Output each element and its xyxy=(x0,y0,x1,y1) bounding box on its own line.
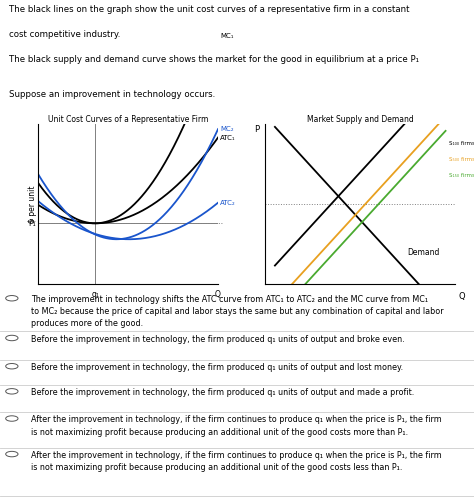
Circle shape xyxy=(6,335,18,341)
Text: Before the improvement in technology, the firm produced q₁ units of output and b: Before the improvement in technology, th… xyxy=(31,335,404,344)
Text: ATC₁: ATC₁ xyxy=(220,134,236,140)
Text: S₅₀₀ firms: S₅₀₀ firms xyxy=(449,157,474,162)
Text: S₁₅₀ firms: S₁₅₀ firms xyxy=(449,173,474,178)
Text: MC₁: MC₁ xyxy=(220,33,234,39)
Y-axis label: $ per unit: $ per unit xyxy=(27,185,36,223)
Text: Suppose an improvement in technology occurs.: Suppose an improvement in technology occ… xyxy=(9,90,216,99)
Text: P: P xyxy=(254,124,259,133)
Text: Before the improvement in technology, the firm produced q₁ units of output and m: Before the improvement in technology, th… xyxy=(31,388,414,397)
Text: The black lines on the graph show the unit cost curves of a representative firm : The black lines on the graph show the un… xyxy=(9,5,410,14)
Circle shape xyxy=(6,364,18,369)
Text: Q: Q xyxy=(459,292,465,301)
Text: After the improvement in technology, if the firm continues to produce q₁ when th: After the improvement in technology, if … xyxy=(31,415,442,437)
Text: ATC₂: ATC₂ xyxy=(220,200,236,206)
Text: The improvement in technology shifts the ATC curve from ATC₁ to ATC₂ and the MC : The improvement in technology shifts the… xyxy=(31,295,444,328)
Circle shape xyxy=(6,295,18,301)
Text: The black supply and demand curve shows the market for the good in equilibrium a: The black supply and demand curve shows … xyxy=(9,55,419,64)
Title: Market Supply and Demand: Market Supply and Demand xyxy=(307,115,414,124)
Text: Demand: Demand xyxy=(408,248,440,257)
Text: q₁: q₁ xyxy=(91,290,99,299)
Text: S₁₀₀ firms: S₁₀₀ firms xyxy=(449,141,474,146)
Circle shape xyxy=(6,416,18,421)
Text: P₁: P₁ xyxy=(28,219,36,228)
Circle shape xyxy=(6,388,18,394)
Title: Unit Cost Curves of a Representative Firm: Unit Cost Curves of a Representative Fir… xyxy=(48,115,208,124)
Text: Before the improvement in technology, the firm produced q₁ units of output and l: Before the improvement in technology, th… xyxy=(31,363,403,372)
Text: After the improvement in technology, if the firm continues to produce q₁ when th: After the improvement in technology, if … xyxy=(31,451,442,472)
Text: MC₂: MC₂ xyxy=(220,126,234,132)
Circle shape xyxy=(6,451,18,457)
Text: cost competitive industry.: cost competitive industry. xyxy=(9,30,121,39)
Text: Q: Q xyxy=(215,290,221,299)
